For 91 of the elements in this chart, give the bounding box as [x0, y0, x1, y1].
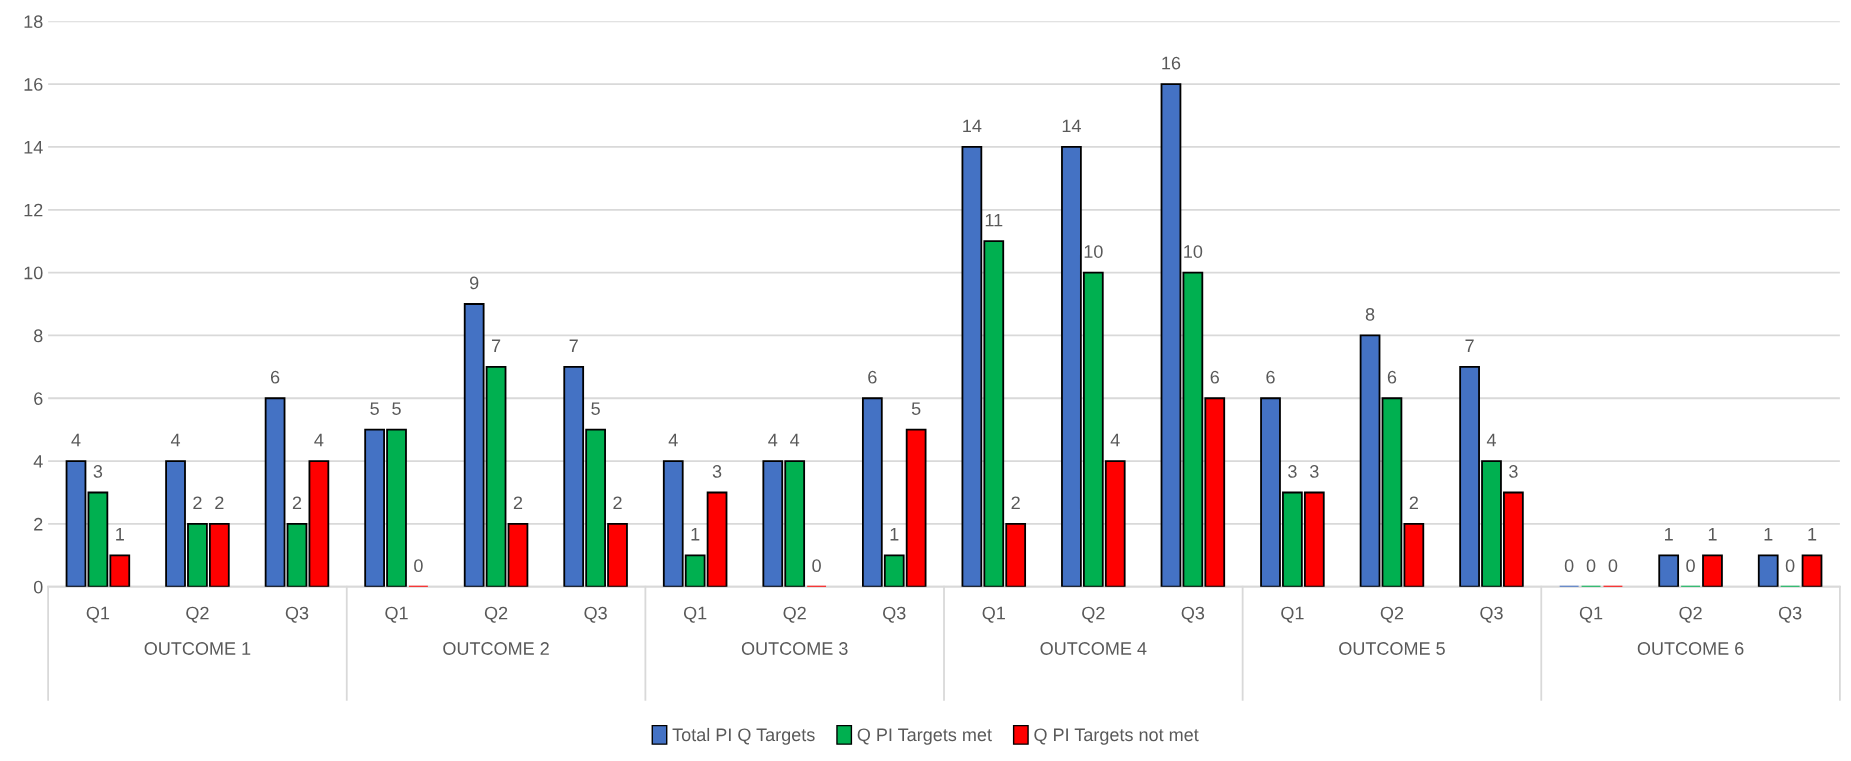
x-tick-label: Q2 [1679, 606, 1702, 623]
x-tick-label: Q1 [1281, 606, 1304, 623]
data-label: 4 [314, 433, 324, 447]
legend-label: Q PI Targets not met [1034, 728, 1199, 745]
data-label: 1 [1764, 528, 1773, 541]
data-label: 7 [1465, 339, 1474, 352]
data-label: 6 [270, 370, 280, 384]
data-label: 5 [911, 402, 921, 415]
x-tick-label: Q2 [783, 606, 806, 623]
x-tick-label: Q1 [385, 606, 408, 623]
data-label: 10 [1084, 245, 1103, 258]
text: OUTCOME 4 [1040, 642, 1147, 655]
data-label: 5 [591, 402, 600, 415]
data-label: 1 [890, 528, 899, 541]
text: OUTCOME 2 [443, 642, 549, 655]
text: OUTCOME 5 [1339, 642, 1445, 655]
data-label: 2 [613, 496, 622, 510]
data-label: 1 [1665, 528, 1673, 541]
text: OUTCOME 3 [741, 642, 848, 655]
data-label: 2 [513, 496, 523, 510]
data-label: 3 [712, 465, 722, 478]
data-label: 1 [1708, 528, 1717, 541]
data-label: 2 [1409, 496, 1418, 510]
x-tick-label: Q1 [86, 606, 110, 623]
legend-label: Total PI Q Targets [672, 727, 815, 745]
data-label: 4 [170, 433, 181, 447]
data-label: 14 [1062, 119, 1081, 133]
data-label: 4 [790, 433, 800, 447]
y-tick-label: 18 [24, 15, 43, 29]
data-label: 11 [985, 213, 1003, 227]
data-label: 2 [193, 496, 202, 510]
data-label: 2 [292, 496, 302, 510]
data-label: 6 [868, 370, 877, 384]
text: OUTCOME 1 [144, 642, 251, 655]
data-label: 0 [1686, 559, 1695, 573]
x-tick-label: Q1 [1579, 606, 1603, 623]
x-tick-label: Q1 [683, 606, 707, 623]
data-label: 1 [1808, 528, 1817, 541]
x-tick-label: Q2 [1082, 606, 1105, 623]
y-tick-label: 0 [33, 580, 43, 594]
data-label: 8 [1365, 307, 1375, 321]
data-label: 0 [1564, 559, 1574, 573]
x-tick-label: Q2 [186, 606, 209, 623]
y-tick-label: 2 [34, 517, 43, 531]
data-label: 2 [1011, 496, 1020, 510]
data-label: 3 [1288, 465, 1297, 478]
x-tick-label: Q3 [883, 606, 906, 623]
data-label: 3 [93, 465, 103, 478]
x-tick-label: Q3 [1778, 606, 1802, 623]
data-label: 0 [1586, 559, 1596, 573]
data-label: 7 [569, 339, 578, 352]
y-tick-label: 6 [34, 392, 43, 405]
data-label: 0 [1608, 559, 1618, 573]
data-label: 4 [71, 433, 81, 447]
data-label: 0 [1785, 559, 1795, 573]
data-label: 4 [768, 433, 778, 447]
x-tick-label: Q3 [584, 606, 607, 623]
data-label: 6 [1387, 370, 1397, 384]
data-label: 1 [691, 528, 700, 541]
data-label: 0 [414, 559, 423, 573]
data-label: 2 [215, 496, 224, 510]
data-label: 9 [469, 276, 479, 290]
x-tick-label: Q2 [484, 606, 508, 623]
data-label: 4 [1110, 433, 1120, 447]
data-label: 5 [370, 402, 379, 415]
y-tick-label: 4 [33, 455, 43, 468]
data-label: 14 [963, 119, 982, 133]
data-label: 6 [1266, 370, 1275, 384]
x-tick-label: Q1 [982, 606, 1005, 623]
data-label: 6 [1210, 370, 1219, 384]
x-tick-label: Q2 [1380, 606, 1404, 623]
legend-label: Q PI Targets met [857, 728, 992, 745]
data-label: 4 [1486, 433, 1496, 447]
data-label: 4 [668, 433, 678, 447]
y-tick-label: 16 [24, 78, 43, 91]
y-tick-label: 8 [34, 329, 43, 343]
x-tick-label: Q3 [285, 606, 309, 623]
data-label: 1 [116, 528, 124, 541]
data-label: 5 [392, 402, 401, 415]
data-label: 3 [1509, 465, 1518, 478]
y-tick-label: 14 [24, 141, 43, 154]
y-tick-label: 12 [24, 203, 43, 217]
data-label: 16 [1162, 56, 1181, 70]
data-label: 3 [1309, 465, 1319, 478]
x-tick-label: Q3 [1181, 606, 1205, 623]
data-label: 0 [812, 559, 821, 573]
data-label: 10 [1184, 245, 1203, 258]
x-tick-label: Q3 [1480, 606, 1503, 623]
text: OUTCOME 6 [1637, 642, 1744, 655]
y-tick-label: 10 [24, 266, 43, 280]
data-label: 7 [491, 339, 501, 352]
